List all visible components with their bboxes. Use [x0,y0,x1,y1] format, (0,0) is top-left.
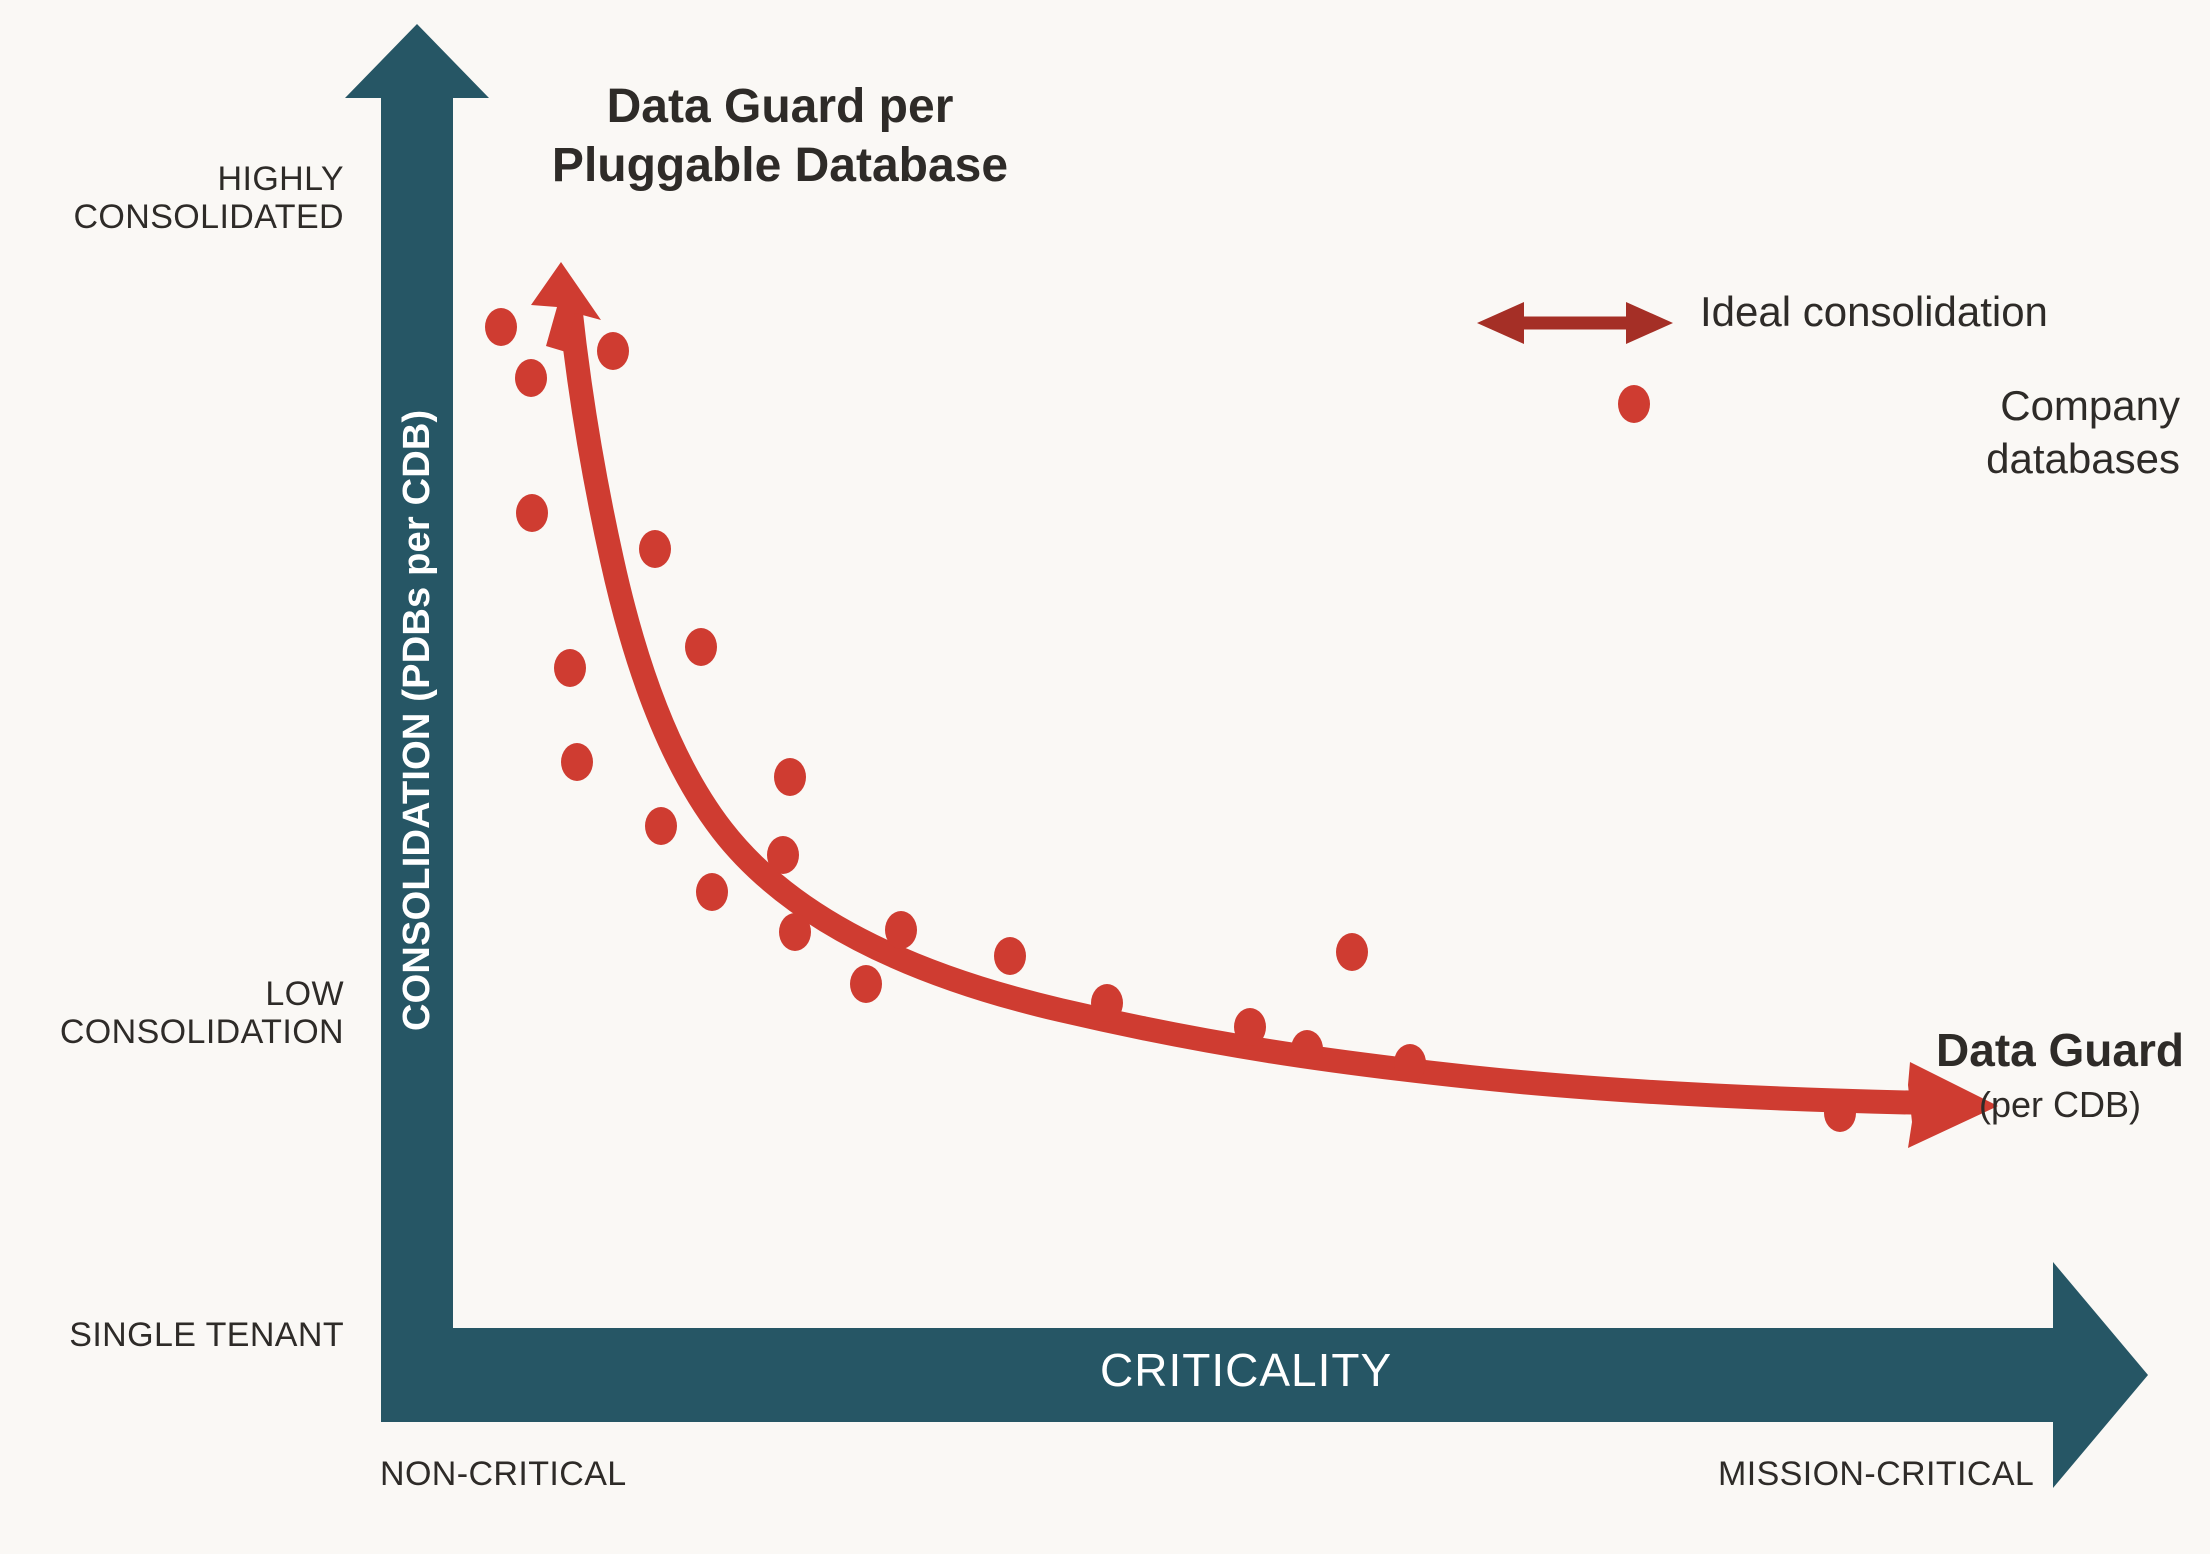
data-point [645,807,677,845]
right-annotation-title: Data Guard [1936,1024,2184,1076]
x-axis-right-tick-label: MISSION-CRITICAL [1718,1455,2035,1493]
data-point [554,649,586,687]
data-point [597,332,629,370]
data-point [1234,1008,1266,1046]
x-axis-title: CRITICALITY [1100,1344,1393,1396]
data-point [515,359,547,397]
data-point [485,308,517,346]
data-point [1394,1044,1426,1082]
legend-item-ideal-consolidation-label: Ideal consolidation [1700,288,2048,335]
legend-company-dot-icon [1618,385,1650,423]
x-axis-left-tick-label: NON-CRITICAL [380,1455,627,1493]
data-point [685,628,717,666]
data-point [779,913,811,951]
legend-item-company-databases-label: Company databases [1986,382,2180,482]
legend-ideal-arrow-icon [1477,302,1673,344]
data-point [1336,933,1368,971]
company-database-dots [485,308,1856,1132]
data-point [516,494,548,532]
data-point [774,758,806,796]
data-point [1824,1094,1856,1132]
data-point [696,873,728,911]
y-axis-mid-tick-label: LOW CONSOLIDATION [59,975,344,1052]
y-axis-top-tick-label: HIGHLY CONSOLIDATED [73,160,344,237]
data-point [767,836,799,874]
x-axis-arrow [381,1262,2148,1488]
data-point [885,911,917,949]
data-point [994,937,1026,975]
right-annotation-subtitle: (per CDB) [1978,1084,2142,1125]
page-title: Data Guard per Pluggable Database [551,80,1009,192]
y-axis-arrow [345,24,489,1422]
data-point [850,965,882,1003]
data-point [639,530,671,568]
y-axis-bottom-tick-label: SINGLE TENANT [69,1316,344,1354]
data-point [1091,984,1123,1022]
data-point [1291,1030,1323,1068]
y-axis-title: CONSOLIDATION (PDBs per CDB) [395,409,438,1031]
data-point [561,743,593,781]
ideal-consolidation-curve [531,262,1998,1148]
